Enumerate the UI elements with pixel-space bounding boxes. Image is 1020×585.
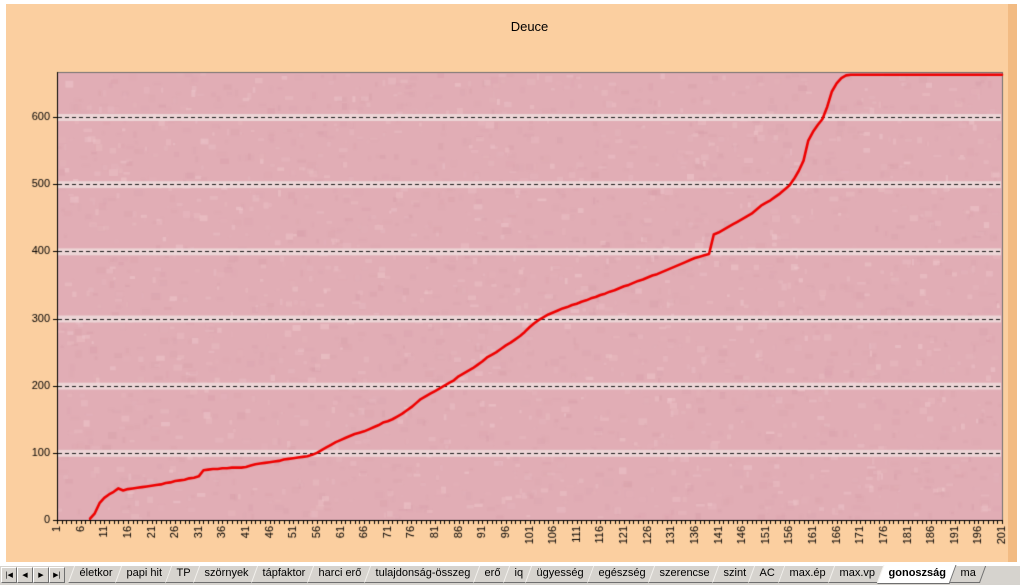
- sheet-tab-max.ép[interactable]: max.ép: [777, 566, 836, 583]
- sheet-tab-label: iq: [514, 567, 524, 579]
- sheet-tab-szerencse[interactable]: szerencse: [647, 566, 720, 583]
- sheet-tab-label: egészség: [598, 567, 646, 579]
- tab-scroll-last-button[interactable]: ▶|: [49, 567, 65, 583]
- tab-scroll-first-button[interactable]: |◀: [1, 567, 17, 583]
- sheet-tab-label: erő: [484, 567, 501, 579]
- tab-scroll-buttons: |◀ ◀ ▶ ▶|: [1, 567, 65, 583]
- sheet-tab-label: ügyesség: [537, 567, 585, 579]
- sheet-tab-label: TP: [176, 567, 191, 579]
- sheet-tab-label: AC: [759, 567, 776, 579]
- chart-title[interactable]: Deuce: [510, 19, 549, 34]
- sheet-tab-egészség[interactable]: egészség: [586, 566, 656, 583]
- sheet-tab-label: max.ép: [789, 567, 826, 579]
- chart-plot-area[interactable]: [0, 0, 1020, 562]
- sheet-tab-harci-erő[interactable]: harci erő: [307, 566, 373, 583]
- sheet-tab-label: harci erő: [318, 567, 362, 579]
- sheet-tab-tápfaktor[interactable]: tápfaktor: [250, 566, 316, 583]
- sheet-tab-label: ma: [960, 567, 976, 579]
- sheet-tab-label: tulajdonság-összeg: [375, 567, 471, 579]
- sheet-tab-label: szint: [723, 567, 746, 579]
- sheet-tab-label: életkor: [79, 567, 113, 579]
- sheet-tab-label: szörnyek: [204, 567, 249, 579]
- sheet-tab-ügyesség[interactable]: ügyesség: [525, 566, 595, 583]
- sheet-tab-label: szerencse: [659, 567, 710, 579]
- sheet-tab-label: max.vp: [839, 567, 875, 579]
- sheet-tab-szörnyek[interactable]: szörnyek: [192, 566, 259, 583]
- sheet-tab-label: gonoszság: [888, 567, 947, 579]
- sheet-tab-label: papi hit: [126, 567, 163, 579]
- tab-scroll-next-button[interactable]: ▶: [33, 567, 49, 583]
- sheet-tab-tulajdonság-összeg[interactable]: tulajdonság-összeg: [364, 566, 482, 583]
- sheet-tab-bar: |◀ ◀ ▶ ▶| életkor papi hit TP szörnyek tápfa…: [0, 565, 1020, 585]
- sheet-tab-strip: életkor papi hit TP szörnyek tápfaktor harci …: [67, 565, 987, 584]
- tab-scroll-prev-button[interactable]: ◀: [17, 567, 33, 583]
- sheet-tab-papi-hit[interactable]: papi hit: [114, 566, 173, 583]
- sheet-tab-gonoszság[interactable]: gonoszság: [876, 565, 958, 584]
- sheet-tab-label: tápfaktor: [262, 567, 305, 579]
